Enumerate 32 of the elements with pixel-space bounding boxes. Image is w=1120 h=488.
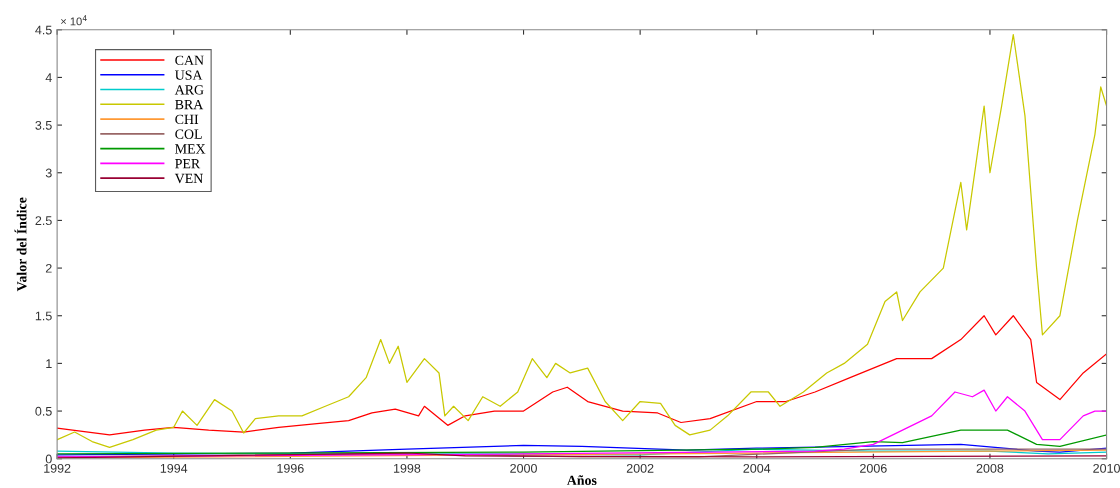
x-axis-title: Años: [566, 475, 597, 486]
legend-label: USA: [175, 70, 203, 80]
legend-label: VEN: [174, 173, 203, 184]
x-tick-label: 1998: [393, 463, 421, 473]
y-tick-label: 4: [45, 73, 52, 82]
x-tick-label: 1992: [44, 463, 71, 473]
y-tick-label: 3.5: [35, 120, 52, 130]
x-tick-label: 1994: [160, 463, 188, 473]
y-tick-label: 4.5: [35, 25, 52, 35]
x-tick-label: 2000: [510, 463, 537, 473]
y-tick-label: 0: [45, 454, 52, 464]
x-tick-label: 2006: [860, 463, 887, 473]
y-tick-label: 1.5: [35, 311, 52, 321]
legend-label: MEX: [175, 144, 206, 154]
legend-label: CHI: [175, 114, 199, 125]
x-tick-label: 1996: [277, 463, 304, 473]
legend-label: BRA: [175, 99, 204, 110]
legend-label: COL: [175, 129, 202, 139]
y-tick-label: 2.5: [35, 216, 52, 226]
x-tick-label: 2008: [976, 463, 1004, 473]
x-tick-label: 2010: [1093, 463, 1120, 473]
legend-label: ARG: [174, 85, 204, 95]
x-tick-label: 2004: [743, 463, 771, 473]
legend-label: PER: [175, 159, 201, 169]
y-tick-label: 1: [46, 359, 52, 368]
y-tick-label: 0.5: [35, 406, 52, 416]
text: × 10$^{4}$: [61, 15, 87, 26]
x-tick-label: 2002: [626, 463, 654, 473]
legend-label: CAN: [175, 55, 204, 65]
y-tick-label: 3: [45, 168, 52, 178]
y-tick-label: 2: [45, 263, 52, 273]
y-axis-title: Valor del Índice: [14, 197, 27, 292]
